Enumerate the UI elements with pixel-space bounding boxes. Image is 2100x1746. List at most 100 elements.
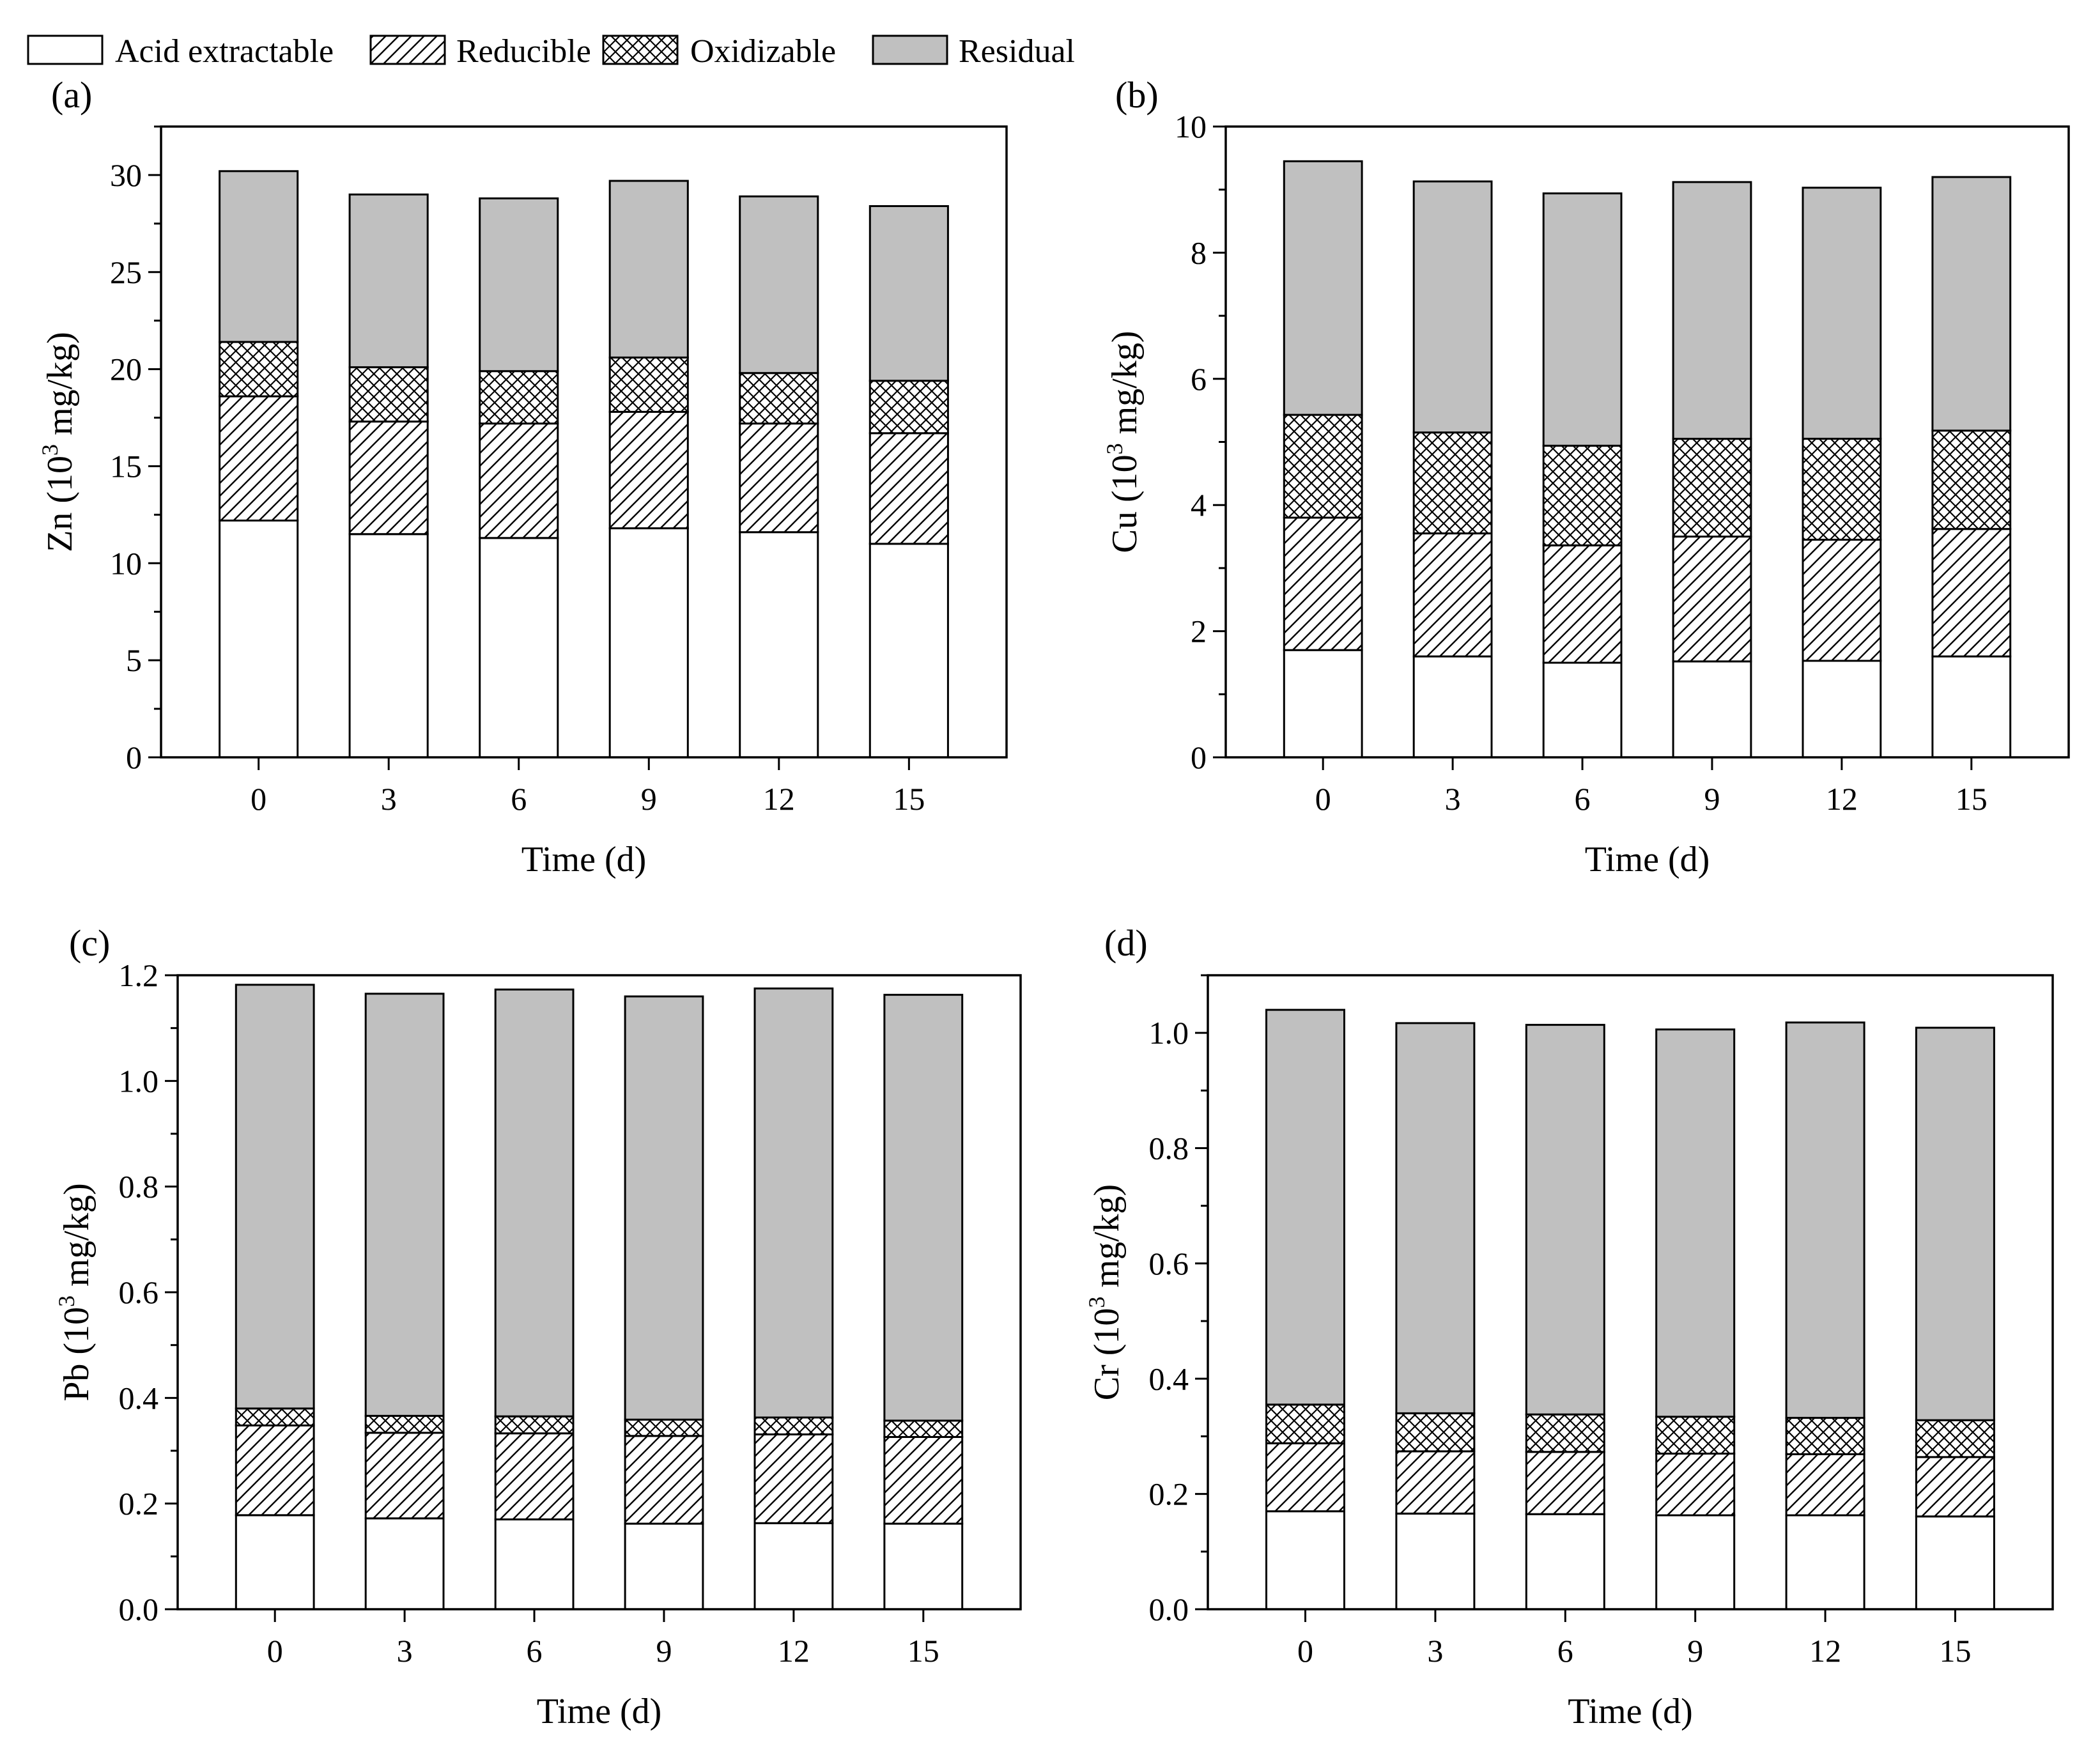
bar-segment-residual — [1672, 181, 1752, 440]
bar-segment-acid — [219, 520, 299, 759]
y-axis-title-tail: mg/kg) — [40, 332, 80, 444]
bar-segment-acid — [1802, 660, 1882, 759]
bar-segment-reducible — [739, 422, 819, 534]
bar-segment-acid — [1672, 660, 1752, 759]
bar-segment-residual — [753, 987, 834, 1419]
bar-segment-residual — [608, 180, 689, 359]
bar-segment-oxidizable — [753, 1416, 834, 1435]
y-axis-title-sup: 3 — [1084, 1297, 1109, 1308]
bar-segment-residual — [624, 995, 704, 1421]
legend-label-acid: Acid extractable — [115, 33, 334, 70]
bar-segment-oxidizable — [1931, 429, 2012, 530]
y-axis-title-main: Cu (10 — [1105, 454, 1145, 553]
x-tick-label: 3 — [397, 1633, 413, 1669]
bar-segment-residual — [1412, 180, 1493, 434]
y-tick-label: 0.2 — [1149, 1476, 1189, 1512]
legend-swatch-reducible — [369, 35, 446, 65]
y-tick-label: 0.6 — [119, 1274, 159, 1310]
x-tick-label: 15 — [893, 781, 925, 817]
bar-segment-oxidizable — [1655, 1416, 1736, 1455]
bar-segment-acid — [479, 537, 559, 759]
bar-segment-residual — [235, 984, 315, 1410]
bar-segment-acid — [348, 533, 429, 759]
bar-segment-residual — [1931, 176, 2012, 432]
y-axis-title-main: Zn (10 — [40, 456, 80, 552]
bar-segment-reducible — [1395, 1450, 1476, 1515]
y-tick-label: 8 — [1191, 235, 1207, 270]
bar-segment-acid — [1525, 1513, 1605, 1611]
bar-segment-acid — [364, 1517, 445, 1611]
y-tick-label: 6 — [1191, 361, 1207, 397]
panel-label: (a) — [51, 74, 92, 116]
y-tick-label: 4 — [1191, 487, 1207, 523]
x-tick-label: 12 — [1826, 781, 1858, 817]
bar-segment-reducible — [1785, 1453, 1865, 1517]
plot-frame — [176, 974, 1022, 1611]
y-tick-label: 0.8 — [1149, 1131, 1189, 1166]
bar-segment-oxidizable — [739, 372, 819, 425]
bar-segment-oxidizable — [869, 380, 949, 435]
x-tick-label: 9 — [641, 781, 657, 817]
y-tick-label: 5 — [126, 642, 142, 678]
x-tick-label: 15 — [907, 1633, 939, 1669]
bar-segment-reducible — [1931, 528, 2012, 658]
bar-segment-oxidizable — [1525, 1413, 1605, 1453]
x-axis-title: Time (d) — [1568, 1692, 1693, 1731]
x-axis-title: Time (d) — [521, 840, 647, 879]
bar-segment-reducible — [348, 421, 429, 536]
y-tick-label: 10 — [110, 545, 142, 581]
y-axis-title: Zn (103 mg/kg) — [37, 332, 80, 552]
y-axis-title-tail: mg/kg) — [57, 1183, 97, 1295]
y-tick-label: 1.0 — [119, 1063, 159, 1099]
bar-segment-residual — [1283, 160, 1363, 416]
bar-segment-reducible — [753, 1433, 834, 1524]
x-tick-label: 9 — [656, 1633, 672, 1669]
bar-segment-reducible — [235, 1424, 315, 1517]
bar-segment-acid — [235, 1514, 315, 1611]
legend-swatch-oxidizable — [602, 35, 679, 65]
x-tick-label: 12 — [778, 1633, 810, 1669]
y-tick-label: 0.4 — [119, 1380, 159, 1416]
panel-label: (c) — [69, 922, 110, 964]
bar-segment-oxidizable — [1283, 413, 1363, 519]
bar-segment-oxidizable — [494, 1415, 575, 1435]
bar-segment-acid — [1655, 1514, 1736, 1611]
panel-label: (d) — [1104, 922, 1148, 964]
y-axis-title-sup: 3 — [37, 444, 63, 456]
bar-segment-reducible — [1655, 1453, 1736, 1517]
bar-segment-residual — [1785, 1021, 1865, 1419]
x-tick-label: 0 — [251, 781, 266, 817]
y-tick-label: 0.2 — [119, 1486, 159, 1522]
x-tick-label: 9 — [1704, 781, 1720, 817]
y-axis-title: Pb (103 mg/kg) — [54, 1183, 97, 1402]
y-tick-label: 0.0 — [1149, 1591, 1189, 1627]
x-tick-label: 3 — [1445, 781, 1461, 817]
bar-segment-acid — [1412, 655, 1493, 759]
bar-segment-acid — [494, 1518, 575, 1611]
bar-segment-reducible — [219, 395, 299, 521]
bar-segment-reducible — [1265, 1442, 1345, 1513]
legend-label-residual: Residual — [959, 33, 1075, 70]
y-axis-title-sup: 3 — [1102, 443, 1127, 454]
y-tick-label: 0.0 — [119, 1591, 159, 1627]
bar-segment-oxidizable — [479, 370, 559, 425]
bar-segment-acid — [624, 1522, 704, 1611]
legend: Acid extractable Reducible Oxidizable Re… — [27, 33, 1075, 70]
bar-segment-residual — [1915, 1026, 1995, 1421]
x-axis-title: Time (d) — [537, 1692, 662, 1731]
bar-segment-reducible — [1283, 516, 1363, 651]
legend-item-acid: Acid extractable — [27, 33, 334, 70]
x-tick-label: 6 — [1557, 1633, 1573, 1669]
bar-segment-residual — [1542, 192, 1623, 447]
y-tick-label: 25 — [110, 254, 142, 290]
legend-swatch-acid — [27, 35, 104, 65]
bar-segment-reducible — [494, 1432, 575, 1520]
bar-segment-reducible — [869, 432, 949, 545]
bar-segment-reducible — [364, 1432, 445, 1520]
legend-item-reducible: Reducible — [369, 33, 591, 70]
x-tick-label: 0 — [267, 1633, 283, 1669]
bar-segment-oxidizable — [883, 1419, 964, 1438]
panel-label: (b) — [1115, 74, 1159, 116]
